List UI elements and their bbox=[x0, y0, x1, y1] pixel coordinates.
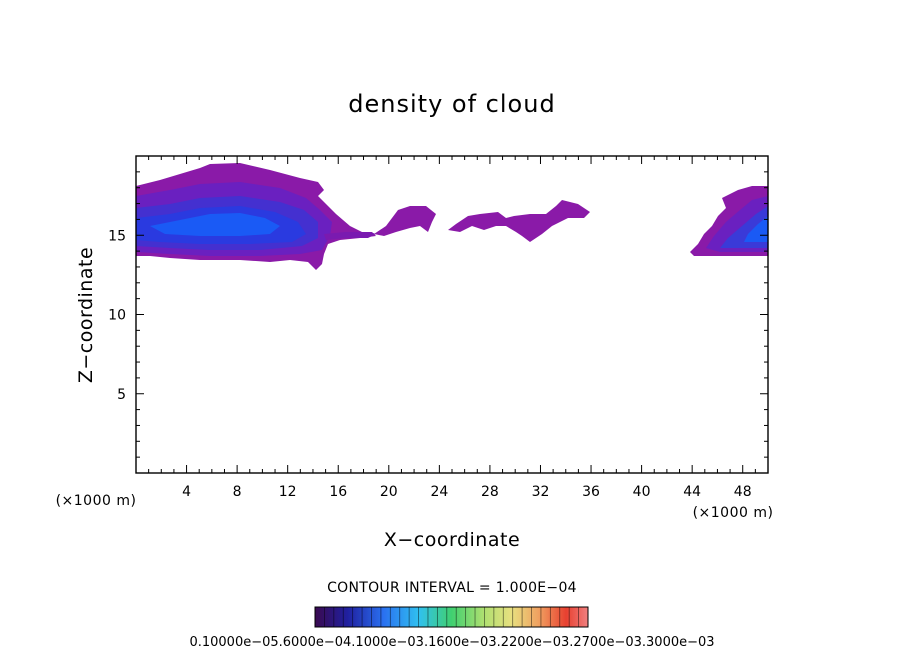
cloud-field bbox=[136, 163, 768, 270]
colorbar bbox=[314, 606, 589, 628]
colorbar-stripes bbox=[324, 607, 579, 627]
contour-interval: CONTOUR INTERVAL = 1.000E−04 bbox=[327, 580, 577, 596]
x-axis-label: X−coordinate bbox=[384, 529, 520, 551]
cloud-band bbox=[448, 200, 590, 242]
x-tick-label: 48 bbox=[734, 484, 752, 500]
x-axis-ticks: 4 8 12 16 20 24 28 32 36 40 44 48 bbox=[182, 156, 752, 500]
cloud-patch bbox=[374, 206, 436, 236]
y-tick-label: 15 bbox=[108, 228, 126, 244]
x-tick-label: 24 bbox=[430, 484, 448, 500]
x-tick-label: 36 bbox=[582, 484, 600, 500]
x-unit-right: (×1000 m) bbox=[693, 505, 774, 521]
x-unit-left: (×1000 m) bbox=[56, 493, 137, 509]
x-tick-label: 40 bbox=[633, 484, 651, 500]
x-tick-label: 16 bbox=[329, 484, 347, 500]
chart-title: density of cloud bbox=[348, 90, 555, 118]
y-axis-ticks: 5 10 15 bbox=[108, 228, 768, 403]
colorbar-labels: 0.10000e−05.6000e−04.1000e−03.1600e−03.2… bbox=[189, 635, 714, 650]
cloud-streak bbox=[324, 232, 376, 240]
x-tick-label: 12 bbox=[279, 484, 297, 500]
x-tick-label: 32 bbox=[532, 484, 550, 500]
x-tick-label: 8 bbox=[233, 484, 242, 500]
x-minor-ticks bbox=[148, 156, 756, 473]
x-tick-label: 44 bbox=[683, 484, 701, 500]
x-tick-label: 20 bbox=[380, 484, 398, 500]
x-tick-label: 28 bbox=[481, 484, 499, 500]
cloud-main-core bbox=[150, 213, 280, 236]
y-tick-label: 10 bbox=[108, 308, 126, 324]
y-axis-label: Z−coordinate bbox=[75, 247, 97, 383]
y-minor-ticks bbox=[136, 171, 768, 458]
y-tick-label: 5 bbox=[117, 387, 126, 403]
x-tick-label: 4 bbox=[182, 484, 191, 500]
